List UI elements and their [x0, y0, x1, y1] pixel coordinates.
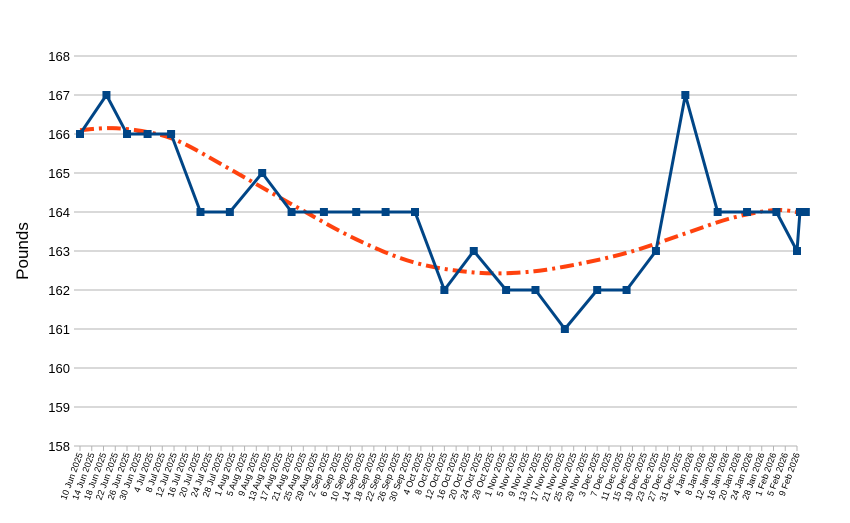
data-point [319, 208, 328, 216]
data-point [622, 286, 631, 294]
data-point [772, 208, 781, 216]
data-point [102, 91, 111, 99]
y-axis-ticks: 158 159 160 161 162 163 164 165 166 167 168 [48, 49, 80, 454]
y-tick-label: 164 [48, 205, 70, 220]
data-point [287, 208, 296, 216]
data-point [795, 208, 804, 216]
y-axis-label: Pounds [13, 222, 32, 280]
data-point [560, 325, 569, 333]
y-tick-label: 159 [48, 400, 70, 415]
data-point [743, 208, 752, 216]
data-point [593, 286, 602, 294]
data-point [258, 169, 267, 177]
y-tick-label: 163 [48, 244, 70, 259]
data-point [681, 91, 690, 99]
data-point [410, 208, 419, 216]
data-point [651, 247, 660, 255]
data-point [502, 286, 511, 294]
data-point [801, 208, 810, 216]
y-tick-label: 160 [48, 361, 70, 376]
series-line [78, 93, 806, 331]
data-point [440, 286, 449, 294]
y-tick-label: 158 [48, 439, 70, 454]
y-tick-label: 166 [48, 127, 70, 142]
data-point [123, 130, 132, 138]
data-point [143, 130, 152, 138]
trendline [79, 126, 807, 276]
y-tick-label: 167 [48, 88, 70, 103]
data-point [352, 208, 361, 216]
data-point [225, 208, 234, 216]
y-tick-label: 168 [48, 49, 70, 64]
data-point [167, 130, 176, 138]
data-point [469, 247, 478, 255]
data-point [196, 208, 205, 216]
series-layer [76, 91, 810, 333]
y-tick-label: 161 [48, 322, 70, 337]
data-point [76, 130, 84, 138]
data-point [531, 286, 540, 294]
data-point [793, 247, 801, 255]
y-tick-label: 165 [48, 166, 70, 181]
data-point [713, 208, 722, 216]
y-tick-label: 162 [48, 283, 70, 298]
data-point [381, 208, 390, 216]
